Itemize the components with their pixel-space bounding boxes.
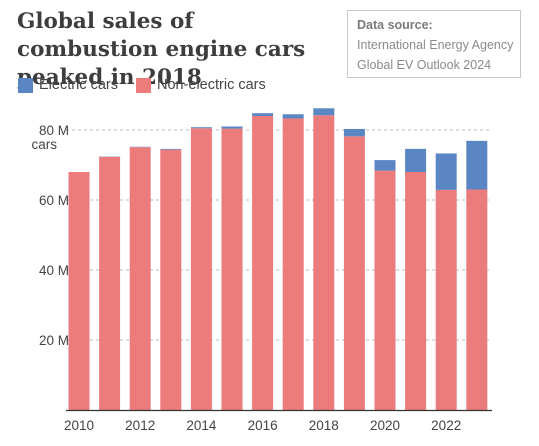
bar-electric-2019 — [343, 128, 365, 137]
bar-non-electric-2017 — [282, 118, 304, 410]
bar-electric-2023 — [466, 140, 488, 190]
bar-non-electric-2012 — [129, 147, 151, 410]
x-tick-label-2012: 2012 — [125, 418, 155, 433]
bar-non-electric-2015 — [221, 128, 243, 410]
bar-electric-2013 — [160, 148, 182, 150]
legend-item-electric: Electric cars — [18, 77, 118, 93]
bar-electric-2021 — [405, 148, 427, 172]
bar-non-electric-2011 — [99, 156, 121, 410]
legend-item-non-electric: Non-electric cars — [135, 77, 266, 93]
bar-non-electric-2021 — [405, 172, 427, 410]
bar-electric-2018 — [313, 108, 335, 116]
bar-non-electric-2010 — [68, 172, 90, 410]
bar-non-electric-2023 — [466, 189, 488, 410]
bar-electric-2022 — [435, 153, 457, 190]
y-tick-label-60: 60 M — [39, 193, 69, 208]
bar-non-electric-2018 — [313, 115, 335, 411]
x-tick-label-2022: 2022 — [431, 418, 461, 433]
bar-non-electric-2016 — [252, 116, 274, 410]
bar-non-electric-2013 — [160, 149, 182, 410]
x-tick-label-2014: 2014 — [186, 418, 217, 433]
x-tick-label-2016: 2016 — [248, 418, 278, 433]
bar-non-electric-2019 — [343, 136, 365, 411]
bar-electric-2016 — [252, 113, 274, 116]
source-line-1: International Energy Agency — [357, 38, 514, 52]
y-tick-label-40: 40 M — [39, 263, 69, 278]
legend: Electric cars Non-electric cars — [18, 77, 284, 93]
source-heading: Data source: — [357, 18, 433, 32]
bar-electric-2017 — [282, 114, 304, 119]
legend-label-non-electric: Non-electric cars — [156, 77, 266, 93]
chart-title: Global sales of combustion engine cars p… — [17, 9, 306, 90]
x-tick-label-2010: 2010 — [64, 418, 94, 433]
legend-label-electric: Electric cars — [39, 77, 118, 93]
bar-non-electric-2020 — [374, 170, 396, 410]
bar-non-electric-2014 — [190, 128, 212, 410]
source-line-2: Global EV Outlook 2024 — [357, 58, 492, 72]
bar-electric-2020 — [374, 160, 396, 171]
y-tick-label-80: 80 M — [39, 123, 69, 138]
legend-swatch-non-electric — [135, 77, 151, 93]
x-tick-label-2020: 2020 — [370, 418, 400, 433]
data-source-box: Data source: International Energy Agency… — [347, 10, 521, 78]
y-unit-label: cars — [31, 137, 57, 152]
y-tick-label-20: 20 M — [39, 333, 69, 348]
bar-electric-2015 — [221, 126, 243, 129]
x-tick-label-2018: 2018 — [309, 418, 339, 433]
legend-swatch-electric — [18, 77, 33, 93]
bar-non-electric-2022 — [435, 189, 457, 410]
bar-electric-2014 — [190, 127, 212, 129]
